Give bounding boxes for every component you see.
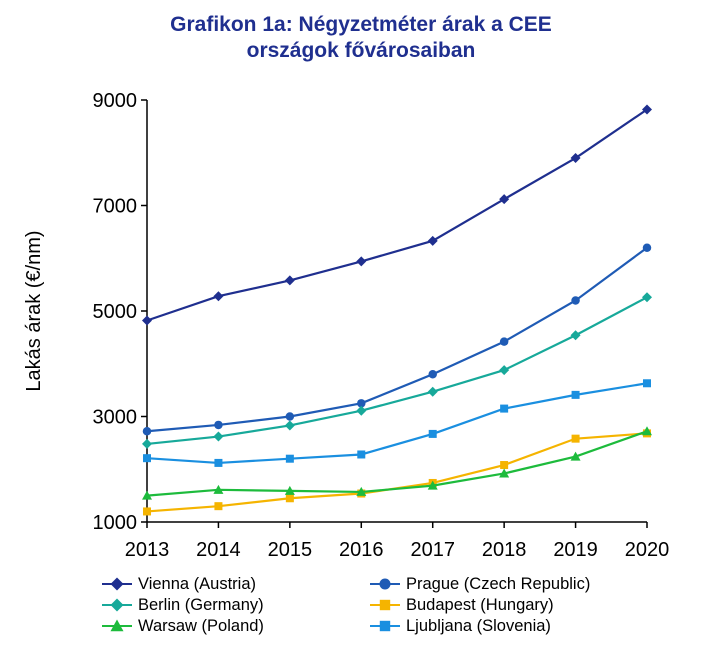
series-5 [142, 426, 652, 500]
data-point [285, 412, 295, 421]
legend-label: Budapest (Hungary) [406, 596, 554, 614]
series-1 [142, 104, 652, 326]
x-tick-label: 2020 [625, 539, 670, 561]
data-point [143, 507, 151, 516]
y-tick-label: 5000 [93, 301, 138, 323]
data-point [642, 104, 652, 115]
data-point [500, 404, 509, 413]
chart-title: Grafikon 1a: Négyzetméter árak a CEE ors… [0, 12, 722, 64]
legend-swatch [370, 599, 400, 611]
chart-title-line2: országok fővárosaiban [246, 39, 476, 62]
data-point [214, 458, 223, 467]
legend-swatch [102, 619, 132, 632]
data-point [428, 370, 437, 379]
x-tick-label: 2016 [339, 539, 384, 561]
data-point [571, 390, 580, 399]
data-point [643, 379, 651, 388]
x-tick-label: 2015 [268, 539, 313, 561]
y-tick-label: 7000 [93, 196, 138, 218]
legend-marker [110, 577, 124, 591]
data-point [356, 256, 367, 267]
y-tick-label: 3000 [93, 407, 138, 429]
data-point [142, 315, 152, 326]
data-point [499, 468, 510, 478]
legend-marker [110, 619, 124, 632]
legend-marker [379, 578, 391, 590]
legend-marker [379, 599, 391, 611]
x-tick-label: 2018 [482, 539, 527, 561]
data-point [285, 494, 294, 503]
legend-label: Berlin (Germany) [138, 596, 264, 614]
series-line [146, 382, 648, 465]
data-point [356, 486, 367, 496]
data-point [142, 490, 152, 500]
data-point [143, 454, 151, 463]
chart-title-line1: Grafikon 1a: Négyzetméter árak a CEE [170, 13, 552, 36]
x-tick-label: 2019 [553, 539, 598, 561]
legend-marker [110, 598, 124, 612]
x-tick-label: 2013 [125, 539, 170, 561]
series-line [146, 108, 648, 322]
legend-swatch [102, 577, 132, 591]
data-point [285, 454, 294, 463]
data-point [500, 461, 509, 470]
data-point [284, 485, 295, 495]
data-point [642, 292, 652, 303]
legend-label: Ljubljana (Slovenia) [406, 617, 551, 635]
y-axis-label: Lakás árak (€/nm) [23, 230, 45, 391]
data-point [427, 480, 438, 490]
series-line [146, 430, 648, 497]
data-point [499, 194, 510, 205]
data-point [284, 275, 295, 286]
data-point [357, 450, 366, 459]
data-point [427, 235, 438, 246]
data-point [213, 431, 224, 442]
data-point [499, 337, 509, 346]
legend-swatch [370, 578, 400, 590]
legend-label: Vienna (Austria) [138, 575, 257, 593]
data-point [214, 502, 223, 511]
legend-label: Warsaw (Poland) [138, 617, 264, 635]
legend-swatch [102, 598, 132, 612]
data-point [357, 399, 366, 408]
data-point [570, 153, 581, 164]
data-point [571, 434, 580, 443]
data-point [570, 451, 581, 461]
data-point [284, 420, 295, 431]
legend-swatch [370, 620, 400, 632]
series-line [146, 296, 648, 446]
y-tick-label: 9000 [93, 90, 138, 112]
data-point [214, 420, 223, 430]
data-point [142, 427, 152, 436]
x-tick-label: 2014 [196, 539, 241, 561]
series-6 [143, 379, 651, 467]
series-2 [142, 243, 652, 436]
data-point [428, 429, 437, 438]
series-line [146, 246, 648, 433]
data-point [213, 484, 224, 494]
data-point [642, 426, 652, 436]
data-point [642, 243, 652, 252]
series-4 [143, 429, 651, 516]
data-point [571, 296, 580, 305]
data-point [570, 330, 581, 341]
x-tick-label: 2017 [410, 539, 455, 561]
data-point [499, 365, 510, 376]
y-tick-label: 1000 [93, 512, 138, 534]
legend-marker [379, 620, 391, 632]
legend-label: Prague (Czech Republic) [406, 575, 591, 593]
data-point [213, 291, 224, 302]
series-3 [142, 292, 652, 449]
data-point [356, 405, 367, 416]
data-point [142, 438, 152, 449]
data-point [427, 386, 438, 397]
